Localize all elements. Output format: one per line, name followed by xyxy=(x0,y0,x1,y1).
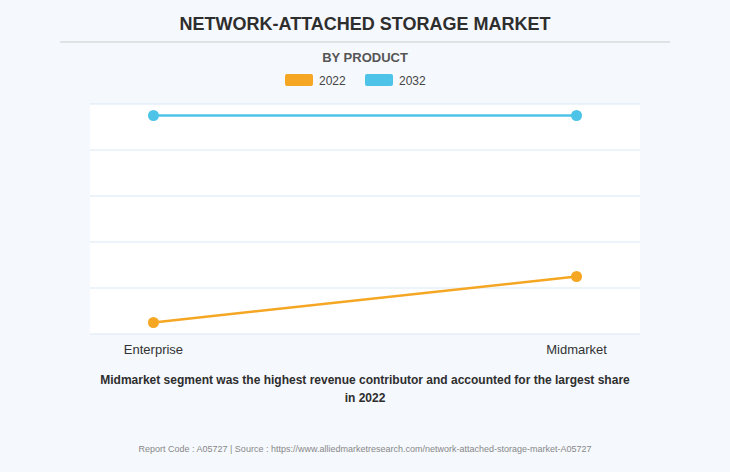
grid-line xyxy=(90,196,640,197)
series xyxy=(148,110,582,121)
legend-swatch xyxy=(285,74,313,86)
caption-line: in 2022 xyxy=(345,391,386,405)
plot-area xyxy=(90,104,640,334)
legend-label: 2022 xyxy=(319,74,346,88)
background xyxy=(0,0,730,472)
subtitle: BY PRODUCT xyxy=(322,50,408,65)
grid-line xyxy=(90,334,640,335)
legend-swatch xyxy=(365,74,393,86)
caption-line: Midmarket segment was the highest revenu… xyxy=(100,373,630,387)
grid-line xyxy=(90,242,640,243)
chart: NETWORK-ATTACHED STORAGE MARKET BY PRODUC… xyxy=(0,0,730,472)
legend: 2022 2032 xyxy=(285,74,426,88)
x-tick-label: Enterprise xyxy=(124,342,183,357)
marker xyxy=(571,110,582,121)
marker xyxy=(148,317,159,328)
x-tick-label: Midmarket xyxy=(546,342,607,357)
x-axis: Enterprise Midmarket xyxy=(124,342,607,357)
grid-line xyxy=(90,104,640,105)
marker xyxy=(148,110,159,121)
legend-label: 2032 xyxy=(399,74,426,88)
grid-line xyxy=(90,150,640,151)
series-line xyxy=(153,277,576,323)
footer: Report Code : A05727 | Source : https://… xyxy=(138,444,591,454)
grid-line xyxy=(90,288,640,289)
series xyxy=(148,271,582,328)
marker xyxy=(571,271,582,282)
caption: Midmarket segment was the highest revenu… xyxy=(100,373,630,405)
grid xyxy=(90,104,640,334)
title-rule xyxy=(60,42,670,43)
data xyxy=(148,110,582,328)
series-line xyxy=(153,114,576,117)
title: NETWORK-ATTACHED STORAGE MARKET xyxy=(180,14,551,34)
